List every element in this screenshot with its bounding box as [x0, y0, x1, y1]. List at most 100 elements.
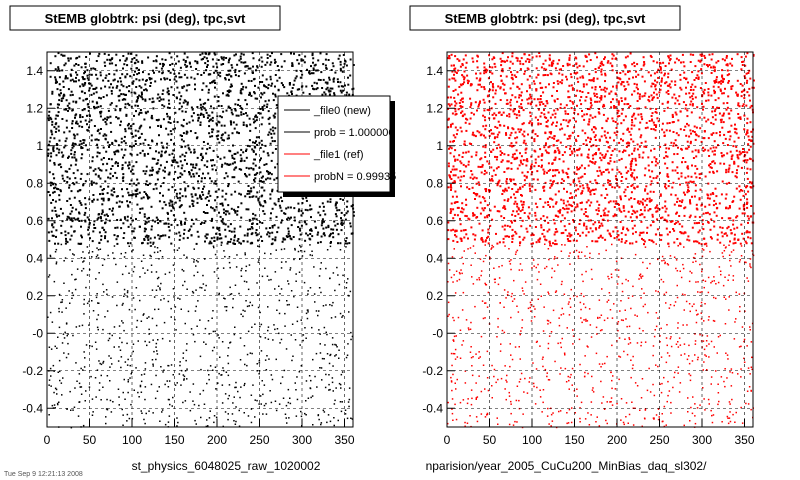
scatter-point	[86, 77, 89, 80]
scatter-point	[84, 220, 87, 223]
scatter-point	[485, 171, 488, 174]
scatter-point	[728, 130, 731, 133]
scatter-point	[256, 191, 259, 194]
scatter-point	[63, 64, 66, 67]
scatter-point	[256, 97, 259, 100]
scatter-point	[135, 54, 138, 57]
scatter-point	[127, 205, 130, 208]
scatter-point	[344, 60, 347, 63]
scatter-point	[553, 222, 556, 225]
scatter-point	[230, 75, 233, 78]
scatter-point	[115, 116, 118, 119]
scatter-point	[633, 90, 636, 93]
scatter-point	[250, 226, 253, 228]
scatter-point	[513, 152, 516, 155]
scatter-point	[466, 186, 469, 189]
scatter-point	[226, 175, 229, 178]
scatter-point	[129, 377, 131, 379]
scatter-point	[213, 79, 216, 82]
scatter-point	[84, 207, 87, 210]
scatter-point	[210, 237, 213, 240]
scatter-point	[697, 78, 700, 80]
scatter-point	[269, 177, 272, 180]
scatter-point	[172, 374, 174, 376]
scatter-point	[240, 313, 242, 315]
scatter-point	[183, 52, 186, 55]
scatter-point	[84, 400, 86, 402]
scatter-point	[284, 238, 287, 241]
scatter-point	[667, 89, 670, 92]
scatter-point	[505, 189, 508, 192]
scatter-point	[330, 317, 333, 319]
scatter-point	[708, 171, 711, 174]
scatter-point	[260, 403, 262, 405]
scatter-point	[745, 161, 748, 164]
scatter-point	[548, 83, 550, 86]
scatter-point	[598, 112, 601, 115]
scatter-point	[138, 94, 141, 97]
scatter-point	[549, 58, 551, 61]
scatter-point	[297, 62, 300, 65]
scatter-point	[196, 197, 199, 200]
scatter-point	[242, 61, 245, 64]
scatter-point	[204, 240, 206, 243]
scatter-point	[270, 132, 273, 135]
scatter-point	[272, 92, 274, 95]
scatter-point	[618, 171, 621, 174]
scatter-point	[556, 108, 559, 111]
scatter-point	[218, 226, 221, 229]
scatter-point	[592, 144, 595, 147]
scatter-point	[109, 399, 112, 402]
scatter-point	[309, 233, 312, 235]
scatter-point	[261, 143, 264, 146]
scatter-point	[120, 83, 123, 86]
scatter-point	[79, 177, 82, 180]
scatter-point	[529, 190, 532, 193]
scatter-point	[505, 180, 508, 183]
scatter-point	[217, 277, 220, 280]
scatter-point	[70, 68, 73, 71]
scatter-point	[270, 253, 272, 255]
scatter-point	[239, 55, 242, 58]
scatter-point	[170, 138, 173, 141]
scatter-point	[74, 387, 76, 389]
scatter-point	[466, 118, 469, 121]
scatter-point	[635, 70, 637, 73]
scatter-point	[254, 97, 257, 100]
scatter-point	[557, 210, 560, 213]
scatter-point	[135, 110, 137, 113]
scatter-point	[183, 85, 186, 88]
scatter-point	[51, 92, 54, 95]
scatter-point	[261, 180, 264, 183]
scatter-point	[691, 104, 694, 107]
scatter-point	[231, 176, 234, 179]
scatter-point	[194, 88, 196, 91]
scatter-point	[543, 172, 546, 175]
scatter-point	[505, 178, 508, 180]
scatter-point	[518, 94, 521, 97]
scatter-point	[672, 121, 675, 123]
scatter-point	[518, 111, 521, 114]
scatter-point	[244, 253, 246, 256]
scatter-point	[324, 81, 327, 84]
scatter-point	[500, 160, 503, 163]
scatter-point	[134, 308, 136, 311]
scatter-point	[265, 163, 268, 166]
scatter-point	[331, 377, 334, 379]
scatter-point	[591, 128, 593, 131]
scatter-point	[101, 209, 104, 212]
scatter-point	[120, 356, 123, 358]
scatter-point	[178, 247, 180, 249]
scatter-point	[73, 134, 76, 137]
scatter-point	[291, 63, 294, 66]
scatter-point	[746, 52, 749, 55]
scatter-point	[295, 273, 297, 275]
scatter-point	[58, 310, 60, 313]
scatter-point	[282, 237, 285, 240]
scatter-point	[745, 231, 748, 234]
scatter-point	[189, 391, 191, 393]
scatter-point	[107, 53, 110, 56]
scatter-point	[73, 151, 76, 154]
scatter-point	[166, 87, 169, 90]
scatter-point	[95, 396, 97, 398]
